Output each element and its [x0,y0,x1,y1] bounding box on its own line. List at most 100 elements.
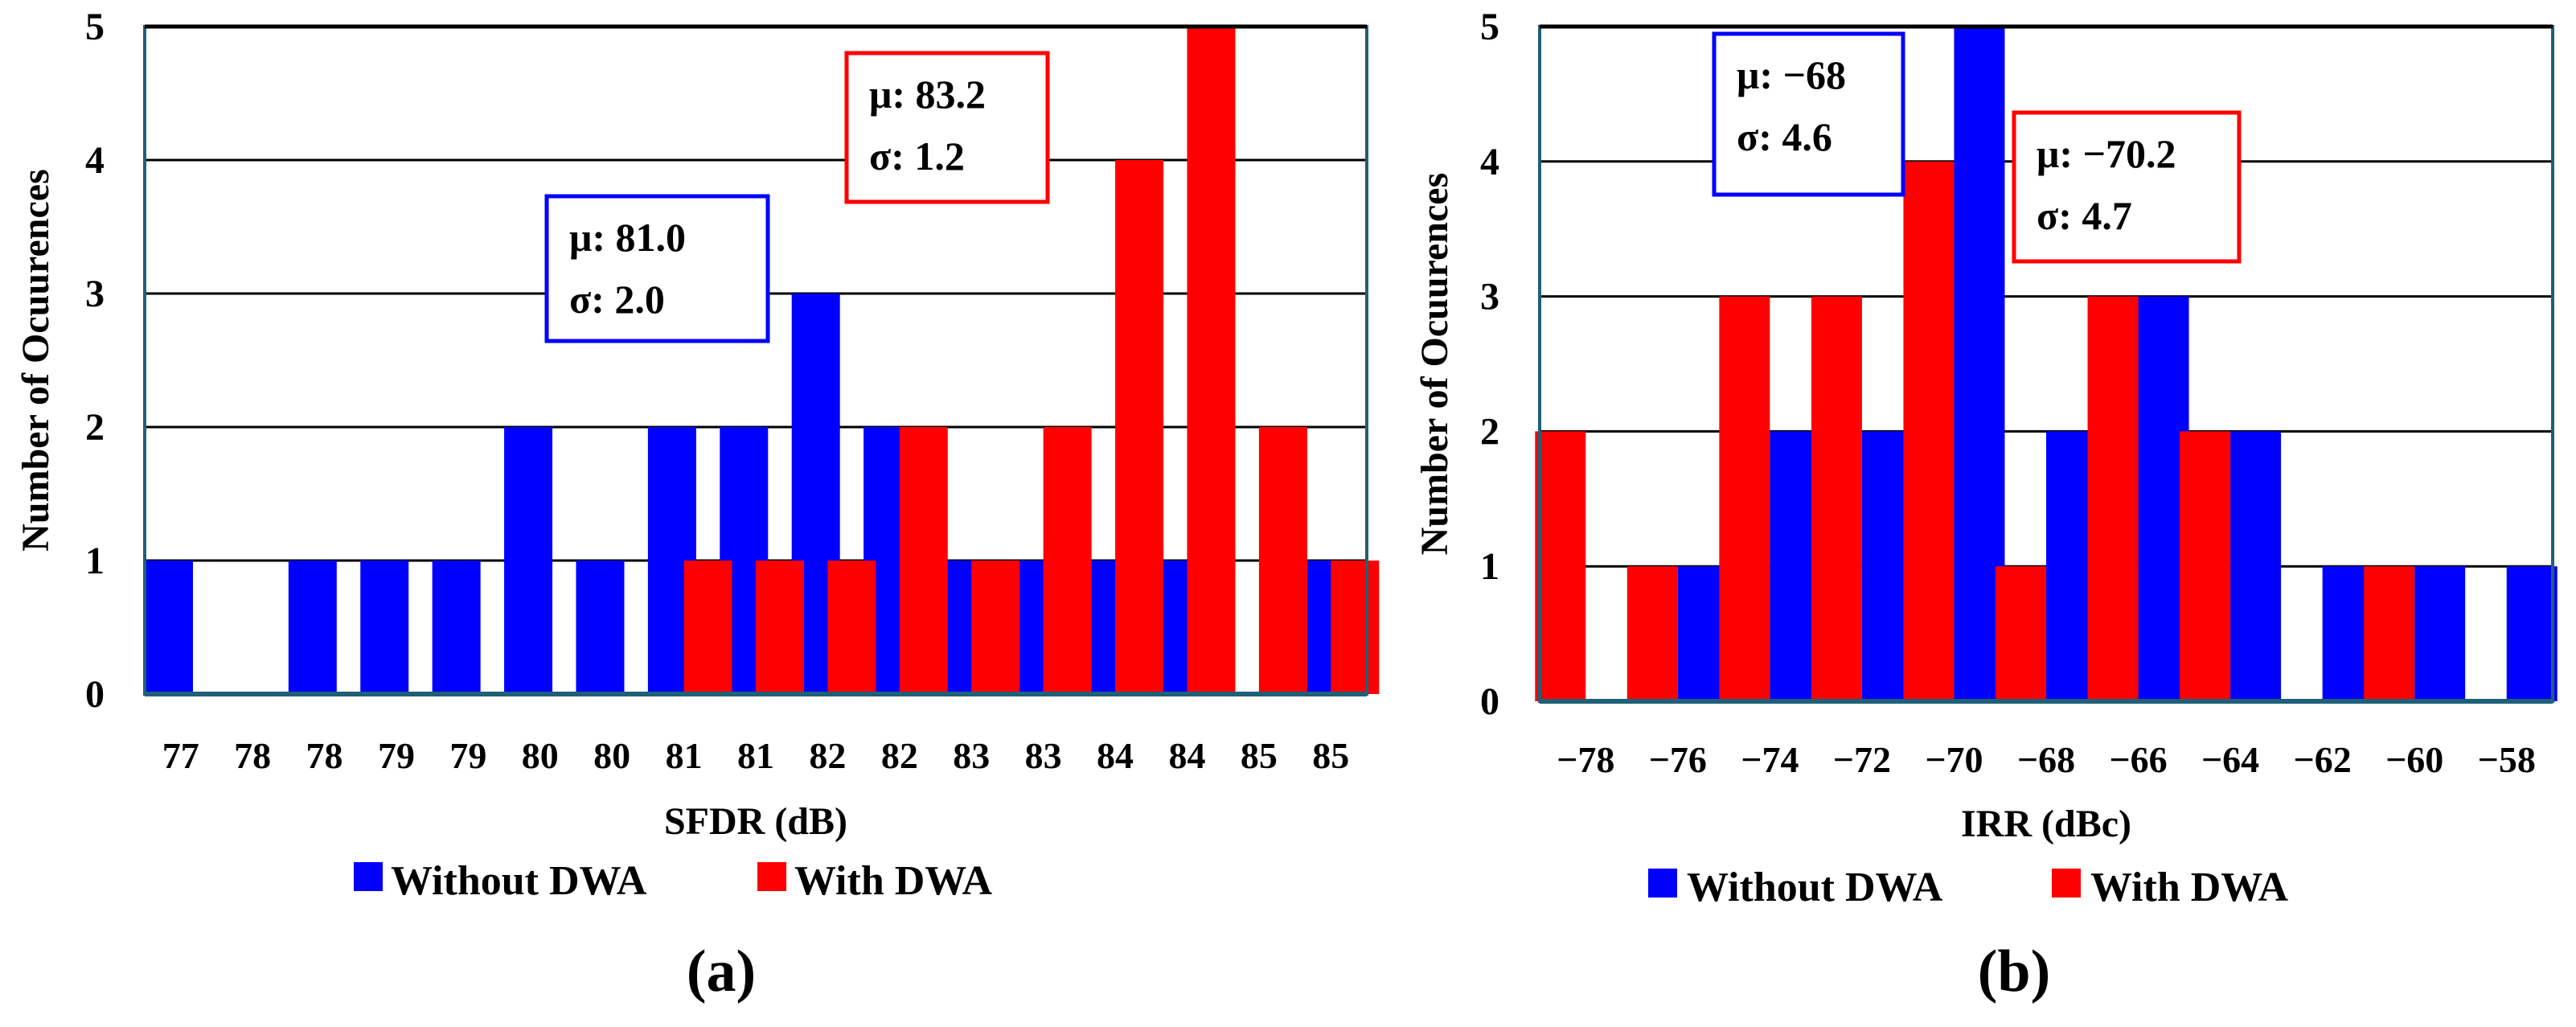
y-tick-label: 0 [85,673,105,716]
stats-sigma: σ: 4.7 [2037,193,2132,238]
y-tick-label: 4 [85,139,105,182]
stats-box-with-dwa: μ: −70.2 σ: 4.7 [2012,110,2242,264]
y-tick-label: 3 [1480,276,1499,318]
x-tick-label: −78 [1557,739,1614,780]
x-tick-label: 78 [234,735,271,776]
bar-without-dwa-5 [504,427,553,694]
bar-with-dwa-4 [1903,161,1955,702]
legend-label-without-dwa: Without DWA [391,858,647,904]
stats-box-border [1712,31,1905,197]
bar-with-dwa-14 [1187,27,1236,694]
legend-swatch-without-dwa [354,862,383,891]
stats-sigma: σ: 4.6 [1737,114,1832,159]
stats-box-without-dwa: μ: 81.0 σ: 2.0 [544,194,770,343]
x-tick-label: −70 [1925,739,1983,780]
x-tick-label: −64 [2201,739,2259,780]
legend-swatch-with-dwa [757,862,786,891]
y-tick-label: 1 [85,540,105,582]
bar-with-dwa-15 [1258,427,1307,694]
bar-without-dwa-9 [2414,566,2466,701]
stats-box-border [2012,110,2242,264]
x-tick-label: 78 [306,735,343,776]
bar-with-dwa-1 [1626,566,1678,701]
x-tick-label: 83 [953,735,990,776]
panel-label: (b) [1978,939,2050,1004]
y-tick-label: 0 [1480,680,1499,723]
x-tick-label: 82 [809,735,846,776]
legend-label-with-dwa: With DWA [794,858,993,904]
y-tick-label: 3 [85,273,105,315]
x-tick-label: 79 [449,735,486,776]
x-tick-label: 85 [1241,735,1278,776]
y-tick-label: 2 [85,406,105,449]
bar-with-dwa-8 [756,561,804,694]
bar-with-dwa-7 [683,561,732,694]
y-axis-label: Number of Ocuurences [14,169,57,552]
legend-swatch-without-dwa [1648,869,1677,898]
stats-sigma: σ: 1.2 [869,134,965,179]
bar-with-dwa-16 [1331,561,1380,694]
stats-box-border [844,51,1050,204]
x-tick-label: −74 [1741,739,1799,780]
x-tick-label: 84 [1168,735,1205,776]
legend-label-with-dwa: With DWA [2090,865,2289,910]
stats-mean: μ: −70.2 [2037,131,2176,176]
x-tick-label: 80 [593,735,630,776]
bar-with-dwa-0 [1535,431,1586,701]
bar-with-dwa-10 [899,427,948,694]
y-tick-label: 4 [1480,141,1499,183]
bar-without-dwa-6 [576,561,625,694]
x-tick-label: −60 [2385,739,2443,780]
bar-without-dwa-0 [145,561,193,694]
stats-mean: μ: −68 [1737,52,1846,97]
x-tick-label: −76 [1649,739,1707,780]
bar-with-dwa-11 [971,561,1020,694]
panel-label: (a) [687,939,756,1004]
bar-without-dwa-3 [360,561,409,694]
bar-with-dwa-9 [827,561,876,694]
y-tick-label: 2 [1480,410,1499,453]
x-tick-label: 83 [1025,735,1062,776]
y-tick-label: 1 [1480,545,1499,588]
x-tick-label: 84 [1097,735,1134,776]
x-tick-label: 81 [666,735,703,776]
stats-box-border [544,194,770,343]
bar-without-dwa-7 [2230,431,2282,701]
legend-swatch-with-dwa [2052,869,2081,898]
x-axis-label: IRR (dBc) [1961,803,2131,845]
stats-box-with-dwa: μ: 83.2 σ: 1.2 [844,51,1050,204]
x-tick-label: −62 [2294,739,2352,780]
x-tick-label: 82 [881,735,918,776]
x-tick-label: −72 [1833,739,1891,780]
x-tick-label: −68 [2017,739,2075,780]
x-tick-label: −66 [2109,739,2167,780]
bar-without-dwa-10 [2506,566,2558,701]
bar-with-dwa-7 [2180,431,2231,701]
bar-with-dwa-9 [2364,566,2415,701]
x-tick-label: 79 [378,735,415,776]
x-tick-label: 85 [1312,735,1349,776]
legend-label-without-dwa: Without DWA [1687,865,1943,910]
stats-box-without-dwa: μ: −68 σ: 4.6 [1712,31,1905,197]
x-tick-label: 81 [737,735,774,776]
bar-without-dwa-4 [432,561,481,694]
bar-with-dwa-12 [1043,427,1092,694]
stats-mean: μ: 81.0 [569,215,686,260]
bar-with-dwa-6 [2087,296,2139,701]
bar-with-dwa-13 [1115,160,1164,694]
bar-with-dwa-2 [1719,296,1770,701]
y-axis-label: Number of Ocuurences [1413,173,1456,556]
stats-mean: μ: 83.2 [869,72,986,117]
x-tick-label: 80 [522,735,559,776]
x-tick-label: 77 [162,735,199,776]
chart-panel-b: 0 1 2 3 4 5 −78 −76 −74 −72 −70 −68 −66 −64 −62 −60 −58 I… [1413,6,2558,1004]
x-tick-label: −58 [2478,739,2536,780]
bar-with-dwa-3 [1811,296,1862,701]
y-tick-label: 5 [85,6,105,48]
stats-sigma: σ: 2.0 [569,277,665,322]
y-tick-label: 5 [1480,6,1499,48]
bar-with-dwa-5 [1996,566,2046,701]
bar-without-dwa-2 [288,561,337,694]
x-axis-label: SFDR (dB) [664,800,847,843]
